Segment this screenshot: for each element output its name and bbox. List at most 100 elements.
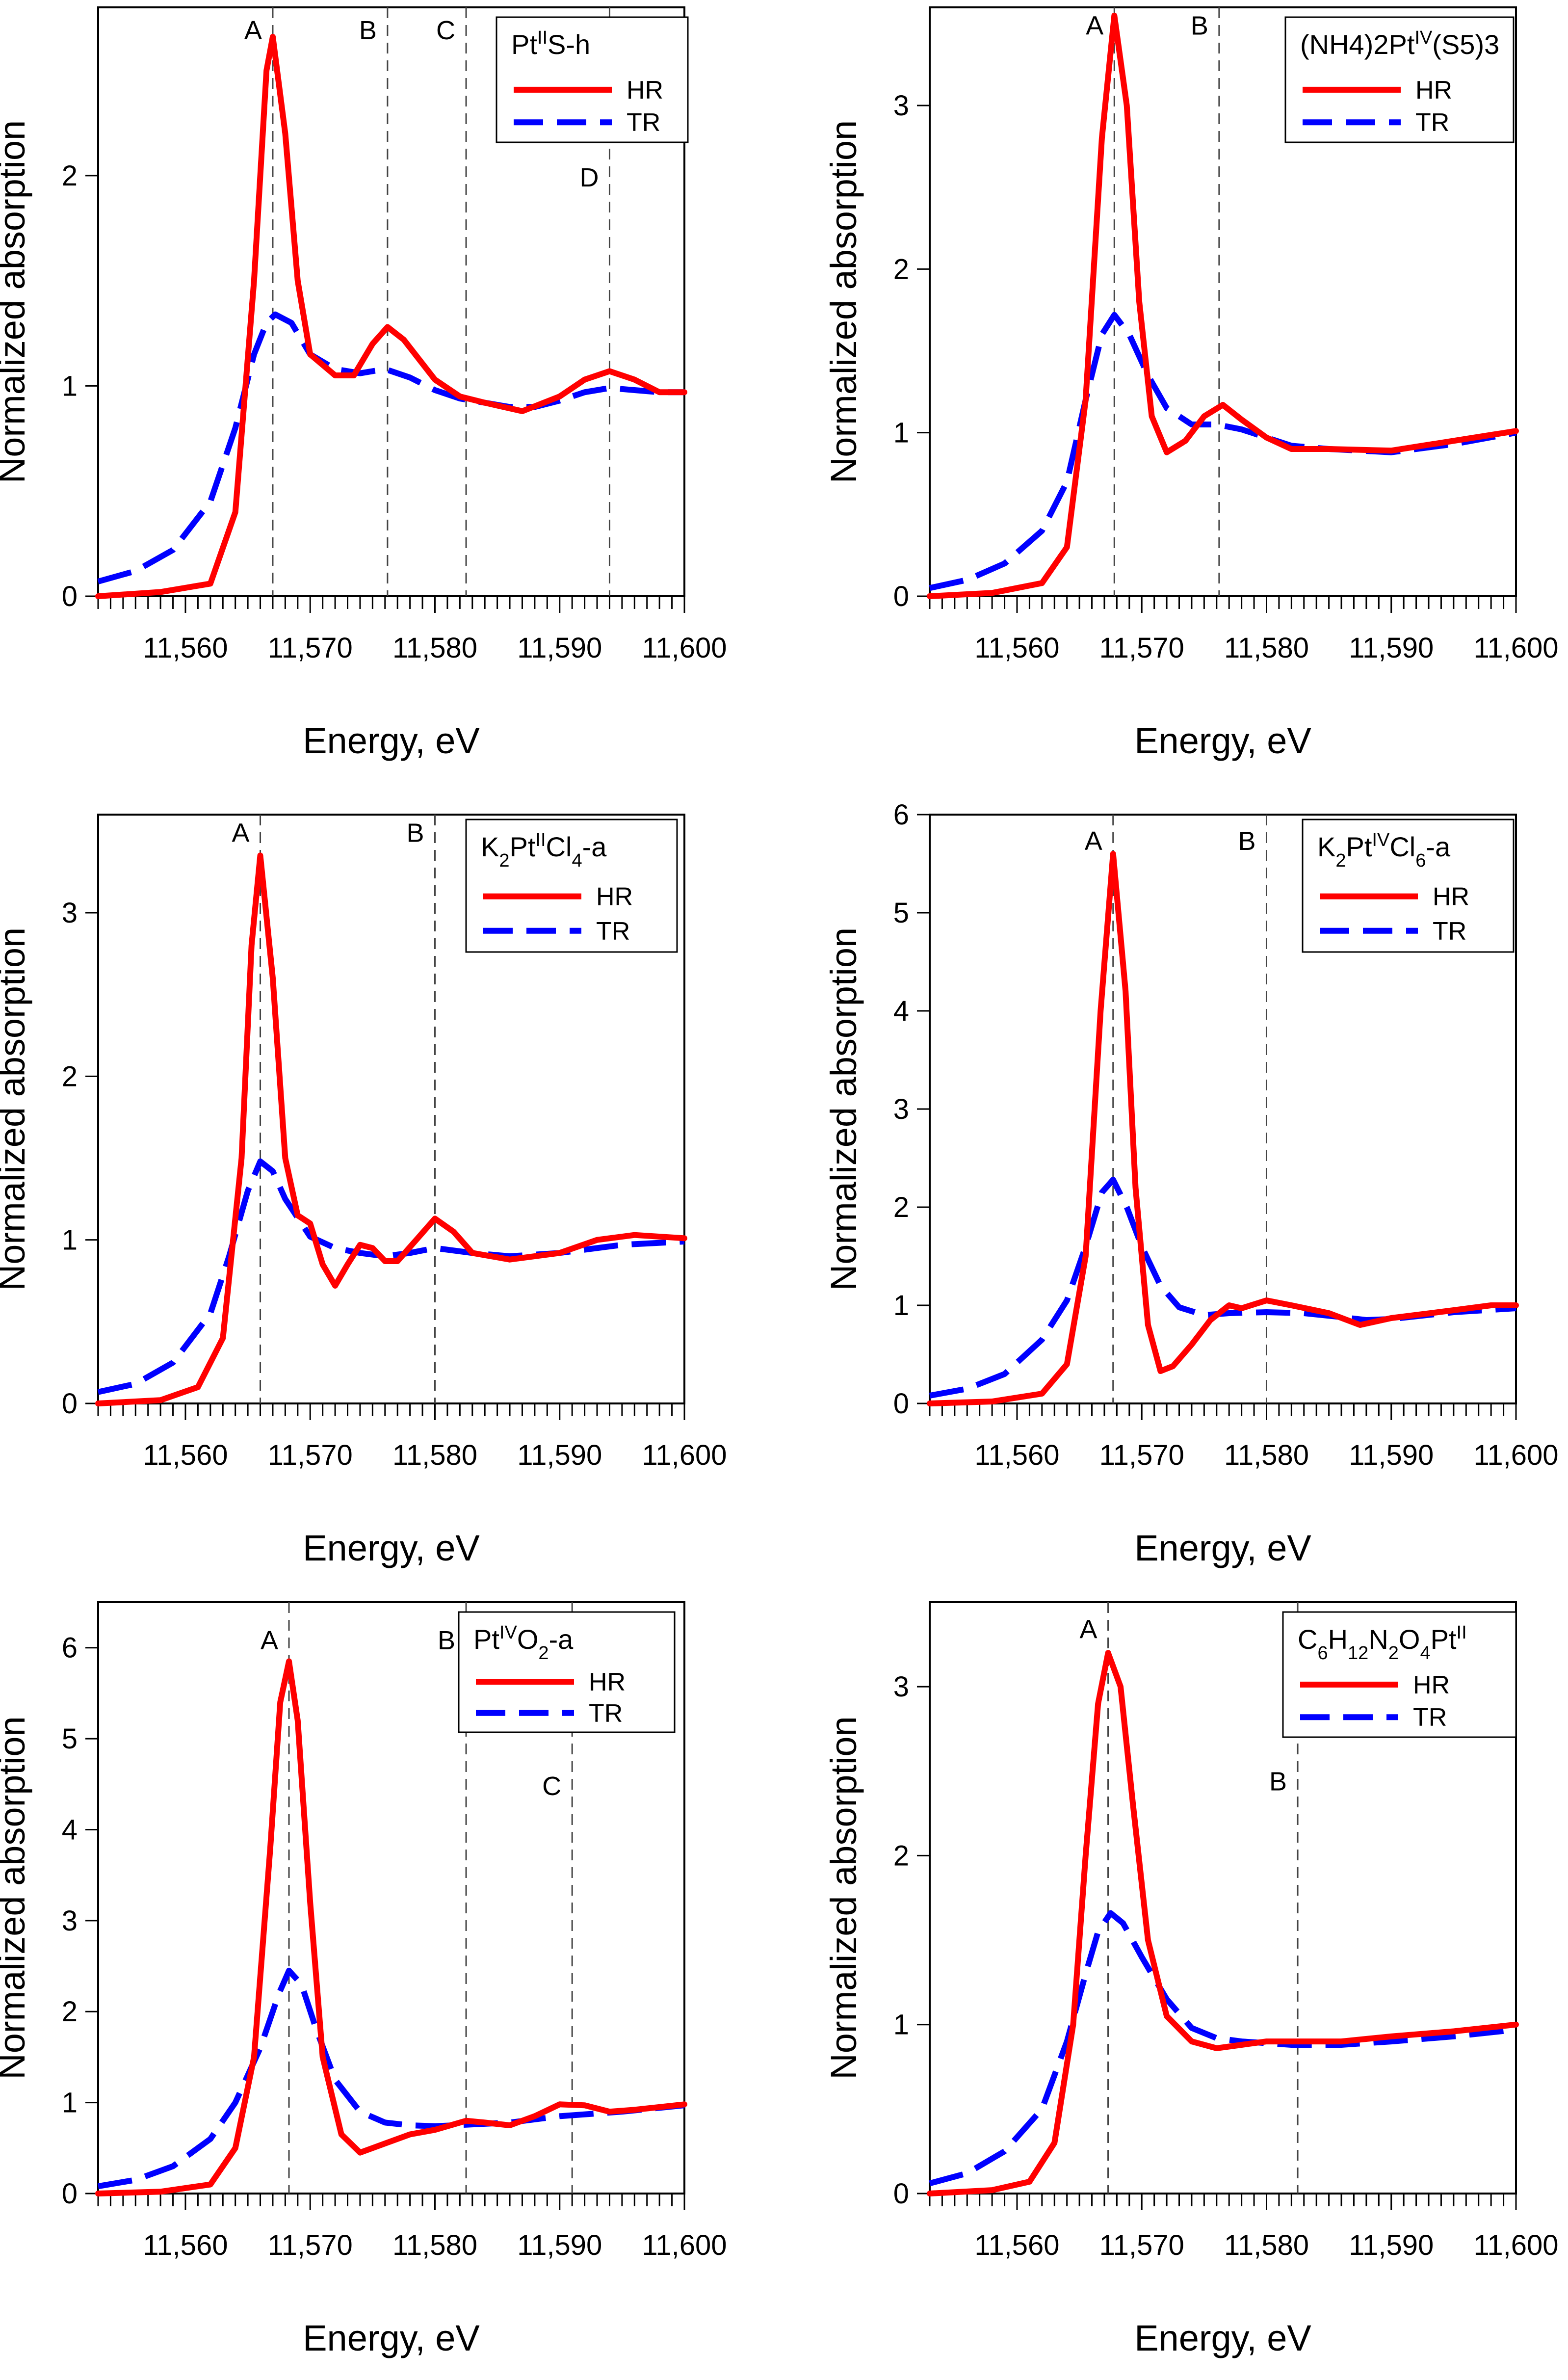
plot-frame: [929, 6, 1517, 597]
y-tick-label: 1: [62, 1224, 78, 1256]
series-hr-line: [927, 1650, 1519, 2196]
legend-title-part: 2: [538, 1643, 549, 1664]
legend-title-part: S-h: [548, 29, 590, 60]
legend-title-part: (NH4)2Pt: [1300, 29, 1415, 60]
y-tick-label: 0: [62, 2178, 78, 2210]
y-tick-label: 1: [893, 1290, 909, 1322]
x-tick-label: 11,600: [642, 1439, 727, 1471]
series-tr-line: [97, 311, 684, 584]
legend-title-part: -a: [582, 831, 607, 862]
y-tick-label: 1: [893, 417, 909, 449]
series-tr-line: [929, 1910, 1516, 2187]
series-hr-line: [95, 1658, 687, 2196]
series-tr-line: [97, 1967, 685, 2190]
y-tick-label: 0: [893, 1388, 909, 1420]
y-tick-label: 3: [893, 1671, 909, 1703]
x-tick-label: 11,570: [1099, 632, 1184, 664]
legend-label-hr: HR: [627, 76, 663, 105]
feature-label-B: B: [1238, 826, 1255, 856]
plot-frame: [97, 814, 685, 1404]
legend: PtIVO2-a HR TR: [458, 1611, 676, 1733]
x-tick-label: 11,580: [392, 2229, 477, 2261]
plot-frame: [97, 1601, 685, 2195]
legend: K2PtIVCl6-a HR TR: [1302, 819, 1515, 953]
y-tick-label: 2: [893, 1840, 909, 1872]
legend-title-part: Cl: [1389, 831, 1415, 862]
series-hr-line: [927, 851, 1519, 1406]
x-axis-title: Energy, eV: [1134, 720, 1311, 761]
legend: PtIIS-h HR TR: [496, 16, 689, 143]
legend-label-hr: HR: [596, 883, 633, 911]
legend-title-part: K: [481, 831, 499, 862]
x-tick-label: 11,580: [392, 1439, 477, 1471]
x-tick-label: 11,600: [642, 632, 727, 664]
legend-title-part: II: [537, 27, 548, 48]
x-tick-label: 11,560: [974, 632, 1059, 664]
legend-title-part: O: [517, 1624, 539, 1655]
x-tick-label: 11,570: [1099, 1439, 1184, 1471]
legend-title-part: Pt: [1431, 1624, 1457, 1655]
legend-title-part: (S5)3: [1432, 29, 1499, 60]
legend-title-part: Pt: [1346, 831, 1372, 862]
plot-frame: [97, 6, 685, 597]
legend-title-part: IV: [499, 1622, 518, 1643]
legend-title-part: Pt: [473, 1624, 499, 1655]
feature-label-B: B: [406, 818, 424, 847]
feature-label-B: B: [1269, 1767, 1287, 1797]
x-axis-title: Energy, eV: [303, 2318, 480, 2358]
x-tick-label: 11,590: [1349, 2229, 1434, 2261]
feature-label-B: B: [1191, 11, 1208, 40]
y-tick-label: 0: [893, 2178, 909, 2210]
legend-title-part: K: [1317, 831, 1335, 862]
legend-title-part: 2: [499, 850, 509, 871]
x-tick-label: 11,590: [517, 1439, 602, 1471]
legend-title: PtIVO2-a: [473, 1622, 574, 1664]
feature-label-A: A: [244, 16, 262, 45]
legend-label-tr: TR: [589, 1699, 623, 1728]
series-hr-line: [927, 12, 1519, 599]
x-axis-title: Energy, eV: [303, 1528, 480, 1568]
series-tr-line: [929, 1177, 1516, 1399]
legend-label-hr: HR: [1415, 76, 1452, 105]
y-tick-label: 6: [893, 799, 909, 831]
y-tick-label: 2: [893, 253, 909, 285]
legend-title-part: -a: [1426, 831, 1451, 862]
chart-panel-3: A B 11,560 11,570 11,580 11,590 11,600 0 1 2 3 Ener…: [0, 814, 727, 1568]
y-tick-label: 1: [893, 2009, 909, 2041]
y-tick-label: 2: [893, 1191, 909, 1223]
x-tick-label: 11,600: [1473, 1439, 1558, 1471]
y-tick-label: 4: [893, 995, 909, 1027]
y-axis-title: Normalized absorption: [0, 1716, 32, 2079]
y-tick-label: 2: [62, 160, 78, 192]
legend-title-part: IV: [1372, 830, 1390, 850]
series-hr-line: [95, 852, 687, 1406]
legend-title: (NH4)2PtIV(S5)3: [1300, 27, 1499, 60]
legend: K2PtIICl4-a HR TR: [465, 819, 678, 953]
feature-label-A: A: [1080, 1615, 1098, 1644]
legend-label-tr: TR: [1433, 917, 1466, 946]
legend-title-part: II: [535, 830, 546, 850]
x-tick-label: 11,560: [143, 1439, 228, 1471]
feature-label-B: B: [438, 1626, 455, 1655]
y-tick-label: 2: [62, 1996, 78, 2028]
chart-panel-2: A B 11,560 11,570 11,580 11,590 11,600 0 1 2 3 Ener…: [823, 6, 1559, 761]
x-tick-label: 11,570: [268, 632, 353, 664]
feature-label-A: A: [232, 818, 250, 847]
legend-title-part: II: [1457, 1622, 1467, 1643]
x-tick-label: 11,570: [268, 2229, 353, 2261]
legend-title-part: 4: [572, 850, 582, 871]
chart-panel-4: A B 11,560 11,570 11,580 11,590 11,600 0 1 2 3 4 5 6 E…: [823, 799, 1559, 1568]
legend-title-part: Pt: [510, 831, 536, 862]
legend-label-hr: HR: [589, 1668, 626, 1696]
y-tick-label: 2: [62, 1060, 78, 1092]
x-axis-title: Energy, eV: [303, 720, 480, 761]
plot-frame: [929, 1601, 1517, 2195]
x-axis-title: Energy, eV: [1134, 2318, 1311, 2358]
legend-title-part: 2: [1388, 1643, 1399, 1664]
x-tick-label: 11,560: [974, 2229, 1059, 2261]
legend-label-hr: HR: [1413, 1671, 1450, 1699]
y-tick-label: 5: [893, 897, 909, 929]
y-tick-label: 1: [62, 370, 78, 402]
series-tr-line: [97, 1158, 685, 1395]
